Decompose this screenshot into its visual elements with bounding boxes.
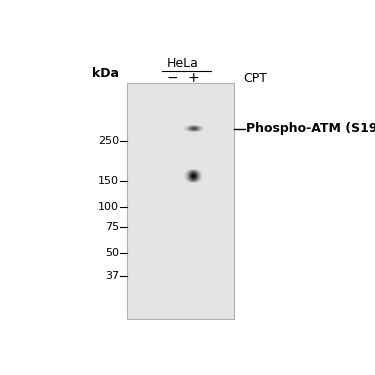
Text: 150: 150 (98, 176, 119, 186)
Text: CPT: CPT (243, 72, 267, 85)
Text: 250: 250 (98, 135, 119, 146)
Text: 75: 75 (105, 222, 119, 232)
Text: 100: 100 (98, 202, 119, 212)
Text: +: + (188, 71, 199, 85)
Text: 37: 37 (105, 270, 119, 280)
Text: Phospho-ATM (S1981): Phospho-ATM (S1981) (246, 122, 375, 135)
Text: HeLa: HeLa (167, 57, 199, 70)
Text: kDa: kDa (92, 68, 119, 80)
Text: −: − (166, 71, 178, 85)
Bar (127, 82, 234, 320)
Text: 50: 50 (105, 248, 119, 258)
